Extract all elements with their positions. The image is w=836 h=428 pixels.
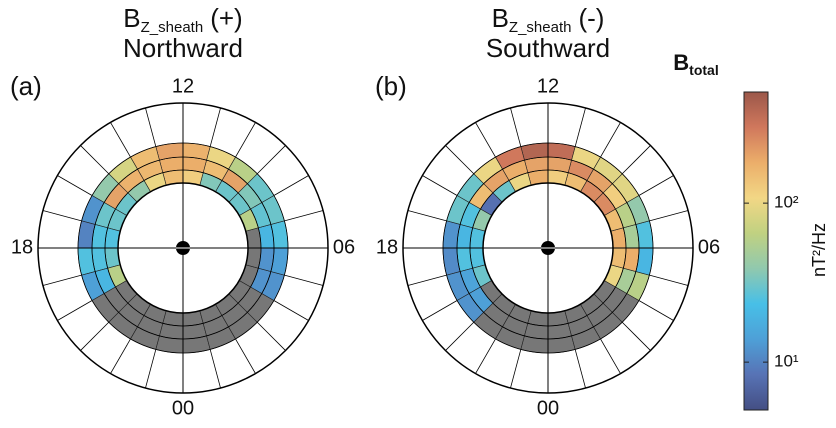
sector-spoke [638,175,674,196]
sector-spoke [110,338,131,374]
sector-spoke [445,321,475,351]
sector-spoke [600,122,621,158]
sector-spoke [256,321,286,351]
chart-subtitle: Northward [123,33,243,63]
colorbar-title: Btotal [673,50,718,78]
sector-spoke [649,274,689,286]
sector-spoke [621,145,651,175]
sector-spoke [145,349,157,389]
colorbar-tick-label: 10² [774,193,799,212]
panel-label: (b) [375,71,407,101]
theta-tick-label: 06 [333,236,355,258]
sector-spoke [209,107,221,147]
sector-spoke [110,122,131,158]
title-suffix: (+) [210,3,243,33]
sector-spoke [256,145,286,175]
sector-spoke [57,175,93,196]
sector-spoke [284,210,324,222]
chart-title: BZ_sheath (+) [123,3,242,36]
panel-label: (a) [10,71,42,101]
sector-spoke [235,122,256,158]
sector-spoke [475,122,496,158]
sector-spoke [209,349,221,389]
title-sub: Z_sheath [141,19,204,36]
theta-tick-label: 12 [172,75,194,97]
title-suffix: (-) [578,3,604,33]
colorbar [743,91,769,411]
theta-tick-label: 00 [537,397,559,419]
sector-spoke [510,107,522,147]
sector-spoke [42,210,82,222]
theta-tick-label: 18 [376,236,398,258]
sector-spoke [80,321,110,351]
sector-spoke [621,321,651,351]
sector-spoke [649,210,689,222]
chart-subtitle: Southward [486,33,610,63]
theta-tick-label: 06 [698,236,720,258]
colorbar-tick-label: 10¹ [774,352,799,371]
sector-spoke [422,175,458,196]
sector-spoke [273,175,309,196]
sector-spoke [475,338,496,374]
polar-chart: (a) BZ_sheath (+)Northward 12 06 00 18 [10,3,355,419]
sector-spoke [57,300,93,321]
sector-spoke [235,338,256,374]
sector-spoke [445,145,475,175]
sector-spoke [42,274,82,286]
title-sub: Z_sheath [509,19,572,36]
sector-spoke [574,107,586,147]
sector-spoke [80,145,110,175]
chart-title: BZ_sheath (-) [492,3,605,36]
title-main: B [492,3,509,33]
sector-spoke [422,300,458,321]
sector-spoke [638,300,674,321]
sector-spoke [407,274,447,286]
sector-spoke [600,338,621,374]
theta-tick-label: 18 [11,236,33,258]
colorbar-label: nT²/Hz [809,223,829,277]
title-main: B [123,3,140,33]
colorbar-title-main: B [673,50,689,75]
theta-tick-label: 12 [537,75,559,97]
sector-spoke [273,300,309,321]
colorbar-title-sub: total [689,62,719,78]
theta-tick-label: 00 [172,397,194,419]
sector-spoke [574,349,586,389]
sector-spoke [407,210,447,222]
sector-spoke [510,349,522,389]
sector-spoke [145,107,157,147]
sector-spoke [284,274,324,286]
